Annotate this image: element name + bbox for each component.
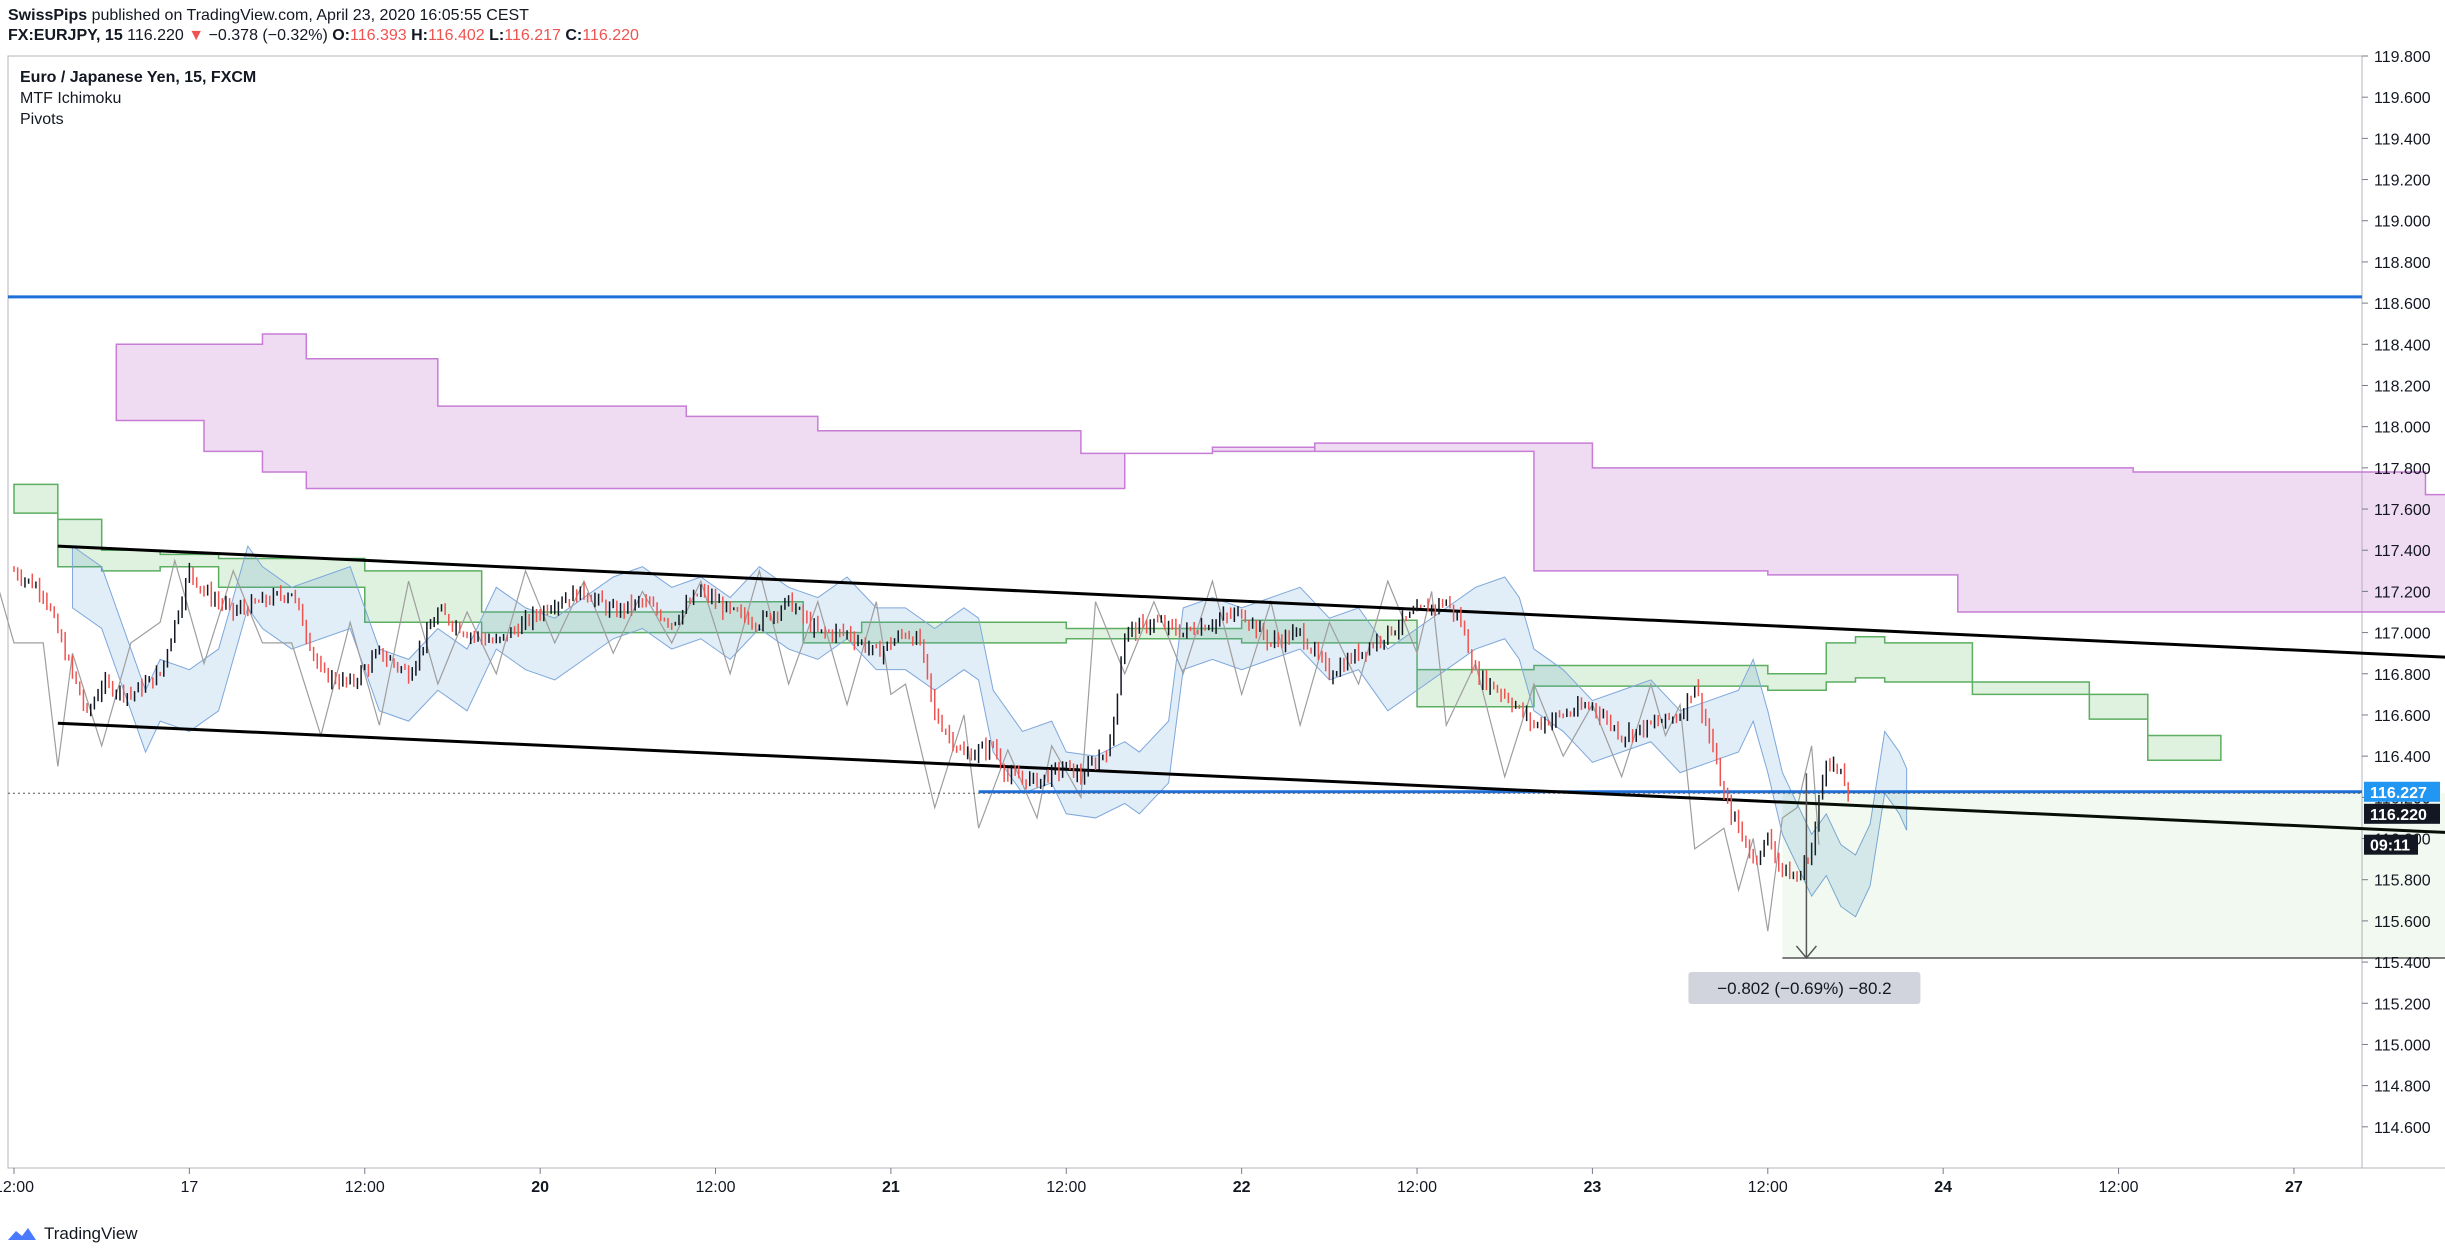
published-text: published on TradingView.com, April 23, … bbox=[91, 7, 529, 24]
measure-label-box bbox=[1688, 971, 1921, 1004]
chart-legend: Euro / Japanese Yen, 15, FXCM MTF Ichimo… bbox=[20, 69, 256, 128]
high-label: H: bbox=[411, 27, 429, 44]
y-tick-label: 114.600 bbox=[2374, 1120, 2431, 1137]
x-tick-label: 27 bbox=[2285, 1179, 2303, 1196]
close-value: 116.220 bbox=[582, 27, 639, 44]
x-tick-label: 21 bbox=[882, 1179, 900, 1196]
y-tick-label: 116.400 bbox=[2374, 749, 2431, 766]
y-tick-label: 119.200 bbox=[2374, 173, 2431, 190]
x-tick-label: 12:00 bbox=[1046, 1179, 1086, 1196]
x-tick-label: 23 bbox=[1584, 1179, 1602, 1196]
low-label: L: bbox=[489, 27, 505, 44]
tradingview-brand: TradingView bbox=[44, 1224, 138, 1243]
y-tick-label: 118.000 bbox=[2374, 420, 2431, 437]
y-tick-label: 119.400 bbox=[2374, 131, 2431, 148]
publisher-line: SwissPips published on TradingView.com, … bbox=[8, 6, 639, 26]
symbol-label: FX:EURJPY, 15 bbox=[8, 27, 123, 44]
x-tick-label: 12:00 bbox=[1397, 1179, 1437, 1196]
ohlc-line: FX:EURJPY, 15 116.220 ▼ −0.378 (−0.32%) … bbox=[8, 26, 639, 46]
legend-study-ichimoku[interactable]: MTF Ichimoku bbox=[20, 90, 121, 107]
x-tick-label: 24 bbox=[1934, 1179, 1952, 1196]
tradingview-footer[interactable]: TradingView bbox=[6, 1224, 138, 1244]
x-tick-label: 20 bbox=[531, 1179, 549, 1196]
y-tick-label: 117.000 bbox=[2374, 626, 2431, 643]
y-tick-label: 118.200 bbox=[2374, 378, 2431, 395]
chikou-span-line bbox=[0, 558, 1820, 932]
down-arrow-icon: ▼ bbox=[188, 27, 205, 44]
y-tick-label: 117.400 bbox=[2374, 543, 2431, 560]
high-value: 116.402 bbox=[428, 27, 485, 44]
chart-header: SwissPips published on TradingView.com, … bbox=[8, 6, 639, 46]
y-tick-label: 117.800 bbox=[2374, 461, 2431, 478]
x-tick-label: 12:00 bbox=[695, 1179, 735, 1196]
change-value: −0.378 (−0.32%) bbox=[208, 27, 328, 44]
y-tick-label: 117.600 bbox=[2374, 502, 2431, 519]
y-tick-label: 115.000 bbox=[2374, 1037, 2431, 1054]
y-tick-label: 118.400 bbox=[2374, 337, 2431, 354]
y-tick-label: 117.200 bbox=[2374, 584, 2431, 601]
tradingview-logo-icon bbox=[8, 1228, 36, 1240]
y-tick-label: 115.800 bbox=[2374, 873, 2431, 890]
y-tick-label: 115.400 bbox=[2374, 955, 2431, 972]
close-label: C: bbox=[565, 27, 583, 44]
price-tag-label: 09:11 bbox=[2370, 838, 2410, 855]
y-tick-label: 119.000 bbox=[2374, 214, 2431, 231]
legend-title[interactable]: Euro / Japanese Yen, 15, FXCM bbox=[20, 69, 256, 86]
measure-arrow-icon bbox=[1795, 945, 1817, 960]
price-tag-label: 116.227 bbox=[2370, 785, 2427, 802]
publisher-name[interactable]: SwissPips bbox=[8, 7, 88, 24]
x-tick-label: 12:00 bbox=[1748, 1179, 1788, 1196]
measure-label: −0.802 (−0.69%) −80.2 bbox=[1717, 979, 1891, 998]
y-tick-label: 116.600 bbox=[2374, 708, 2431, 725]
y-tick-label: 114.800 bbox=[2374, 1079, 2431, 1096]
price-tag bbox=[2364, 781, 2440, 802]
x-tick-label: 12:00 bbox=[0, 1179, 34, 1196]
channel-lower-line bbox=[57, 721, 2445, 834]
price-tag-label: 116.220 bbox=[2370, 807, 2427, 824]
x-tick-label: 12:00 bbox=[345, 1179, 385, 1196]
x-tick-label: 22 bbox=[1233, 1179, 1251, 1196]
y-tick-label: 118.800 bbox=[2374, 255, 2431, 272]
channel-upper-line bbox=[57, 544, 2445, 659]
measure-box bbox=[1782, 793, 2445, 958]
price-tag bbox=[2364, 803, 2440, 824]
x-tick-label: 12:00 bbox=[2099, 1179, 2139, 1196]
open-value: 116.393 bbox=[350, 27, 407, 44]
legend-study-pivots[interactable]: Pivots bbox=[20, 111, 64, 128]
y-tick-label: 115.600 bbox=[2374, 914, 2431, 931]
y-tick-label: 119.800 bbox=[2374, 49, 2431, 66]
ichimoku-cloud-blue bbox=[71, 544, 1908, 918]
low-value: 116.217 bbox=[504, 27, 561, 44]
last-price: 116.220 bbox=[127, 27, 184, 44]
open-label: O: bbox=[332, 27, 351, 44]
ichimoku-htf-cloud bbox=[115, 333, 2445, 613]
x-tick-label: 17 bbox=[180, 1179, 198, 1196]
price-tag bbox=[2364, 834, 2418, 855]
y-tick-label: 118.600 bbox=[2374, 296, 2431, 313]
y-tick-label: 116.800 bbox=[2374, 667, 2431, 684]
y-tick-label: 115.200 bbox=[2374, 996, 2431, 1013]
y-tick-label: 119.600 bbox=[2374, 90, 2431, 107]
